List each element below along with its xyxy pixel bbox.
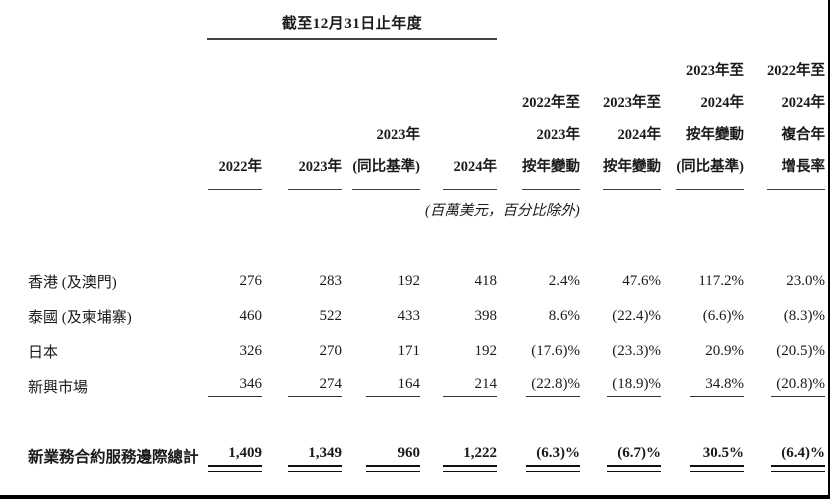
column-header-5: 2022年至 2023年 按年變動 xyxy=(497,40,581,190)
column-header-7: 2023年至 2024年 按年變動 (同比基準) xyxy=(661,40,745,190)
empty-cell xyxy=(0,40,185,190)
cell-value: 117.2% xyxy=(698,273,745,289)
column-header-6: 2023年至 2024年 按年變動 xyxy=(580,40,662,190)
cell-value: (22.4)% xyxy=(612,308,662,324)
cell-value: 192 xyxy=(474,343,498,359)
total-cell-value: (6.3)% xyxy=(497,436,581,476)
cell-value: 276 xyxy=(239,273,263,289)
table-row: 新興市場 346 274 164 214 (22.8)% (18.9)% 34.8% (20.8… xyxy=(0,369,826,404)
cell-value: 433 xyxy=(397,308,421,324)
total-cell-value: (6.7)% xyxy=(580,436,662,476)
column-header-3: 2023年 (同比基準) xyxy=(342,40,420,190)
cell-value: 171 xyxy=(397,343,421,359)
total-cell-value: 1,222 xyxy=(420,436,498,476)
cell-value: (23.3)% xyxy=(612,343,662,359)
cell-value: 283 xyxy=(319,273,343,289)
group-header-cell: 截至12月31日止年度 xyxy=(185,0,498,40)
table-row: 香港 (及澳門) 276 283 192 418 2.4% 47.6% 117.2% 23.0% xyxy=(0,264,825,299)
spacer-row xyxy=(0,404,825,436)
cell-value: 2.4% xyxy=(548,273,581,289)
total-cell-value: 1,349 xyxy=(262,436,342,476)
cell-value: (8.3)% xyxy=(783,308,826,324)
column-header-8: 2022年至 2024年 複合年 增長率 xyxy=(744,40,826,190)
cell-value: 47.6% xyxy=(622,273,662,289)
group-header-row: 截至12月31日止年度 xyxy=(0,0,825,40)
empty-cell xyxy=(0,0,185,40)
row-label: 日本 xyxy=(28,345,59,361)
total-cell-value: 960 xyxy=(342,436,420,476)
total-cell-value: (6.4)% xyxy=(744,436,826,476)
cell-value: (18.9)% xyxy=(580,369,662,404)
cell-value: (20.8)% xyxy=(744,369,826,404)
cell-value: (17.6)% xyxy=(531,343,581,359)
row-label: 新興市場 xyxy=(28,380,89,396)
group-header: 截至12月31日止年度 xyxy=(207,12,498,40)
column-header-row: 2022年 2023年 2023年 (同比基準) 2024年 2022年至 2023年 按年變… xyxy=(0,40,826,190)
cell-value: 8.6% xyxy=(548,308,581,324)
table-row: 泰國 (及柬埔寨) 460 522 433 398 8.6% (22.4)% (6.6)% (8… xyxy=(0,299,825,334)
cell-value: 34.8% xyxy=(661,369,745,404)
unit-note: (百萬美元，百分比除外) xyxy=(425,202,580,219)
table-row: 日本 326 270 171 192 (17.6)% (23.3)% 20.9% (20.5)% xyxy=(0,334,825,369)
cell-value: 164 xyxy=(342,369,420,404)
cell-value: 23.0% xyxy=(786,273,826,289)
total-row: 新業務合約服務邊際總計 1,409 1,349 960 1,222 (6.3)% (6.7… xyxy=(0,436,826,476)
total-cell-value: 1,409 xyxy=(185,436,262,476)
total-cell-value: 30.5% xyxy=(661,436,745,476)
cell-value: 192 xyxy=(397,273,421,289)
column-header-2: 2023年 xyxy=(262,40,342,190)
cell-value: 274 xyxy=(262,369,342,404)
column-header-4: 2024年 xyxy=(420,40,498,190)
new-business-csm-table: 截至12月31日止年度 2022年 2023年 2023年 (同比基準) 2024年 20… xyxy=(0,0,826,476)
total-row-label: 新業務合約服務邊際總計 xyxy=(28,449,199,466)
cell-value: 20.9% xyxy=(705,343,745,359)
cell-value: (20.5)% xyxy=(776,343,826,359)
cell-value: 270 xyxy=(319,343,343,359)
cell-value: (22.8)% xyxy=(497,369,581,404)
column-header-1: 2022年 xyxy=(185,40,262,190)
row-label: 泰國 (及柬埔寨) xyxy=(28,310,132,326)
cell-value: (6.6)% xyxy=(702,308,745,324)
spacer-row xyxy=(0,228,825,264)
empty-cell xyxy=(497,0,825,40)
cell-value: 214 xyxy=(420,369,498,404)
cell-value: 326 xyxy=(239,343,263,359)
unit-note-row: (百萬美元，百分比除外) xyxy=(0,190,825,228)
row-label: 香港 (及澳門) xyxy=(28,275,117,291)
cell-value: 460 xyxy=(239,308,263,324)
cell-value: 418 xyxy=(474,273,498,289)
cell-value: 398 xyxy=(474,308,498,324)
cell-value: 522 xyxy=(319,308,343,324)
cell-value: 346 xyxy=(185,369,262,404)
